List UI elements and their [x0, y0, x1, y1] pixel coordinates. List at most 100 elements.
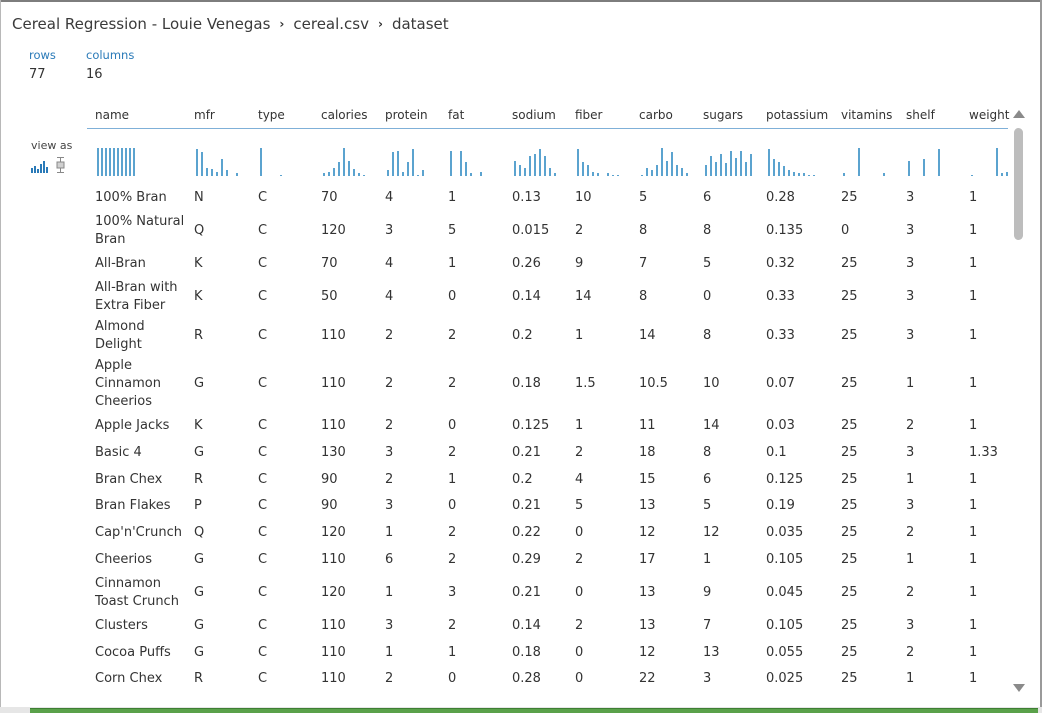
histogram-bar [125, 148, 127, 176]
table-cell: 18 [639, 445, 656, 460]
histogram-bar [211, 169, 213, 176]
table-cell: 25 [841, 472, 858, 487]
table-cell: 25 [841, 671, 858, 686]
column-histogram-6[interactable] [514, 146, 564, 176]
column-header-4[interactable]: protein [385, 108, 428, 122]
table-cell: 8 [703, 223, 712, 238]
table-cell: 120 [321, 223, 346, 238]
table-cell: 120 [321, 525, 346, 540]
column-histogram-5[interactable] [450, 146, 500, 176]
column-header-10[interactable]: potassium [766, 108, 829, 122]
row-name-cell: All-Bran with Extra Fiber [95, 280, 178, 313]
window-top-border [0, 0, 1042, 2]
column-header-7[interactable]: fiber [575, 108, 603, 122]
scroll-up-arrow-icon[interactable] [1013, 110, 1025, 118]
histogram-bar [715, 162, 717, 176]
histogram-view-icon[interactable] [31, 158, 50, 177]
table-cell: 3 [385, 445, 394, 460]
column-header-0[interactable]: name [95, 108, 130, 122]
histogram-bar [676, 165, 678, 176]
table-cell: 1 [969, 418, 978, 433]
table-cell: 2 [575, 618, 584, 633]
table-cell: C [258, 671, 268, 686]
column-header-3[interactable]: calories [321, 108, 368, 122]
histogram-bar [577, 149, 579, 176]
table-cell: 4 [385, 256, 394, 271]
histogram-bar [392, 152, 394, 176]
table-cell: G [194, 376, 205, 391]
column-histogram-11[interactable] [843, 146, 893, 176]
table-cell: G [194, 618, 205, 633]
table-cell: 0 [448, 418, 457, 433]
table-cell: 110 [321, 645, 346, 660]
histogram-bar [646, 168, 648, 176]
histogram-bar [514, 161, 516, 176]
histogram-bar [938, 149, 940, 176]
column-histogram-1[interactable] [196, 146, 246, 176]
scrollbar-thumb[interactable] [1014, 128, 1023, 240]
table-cell: 2 [448, 445, 457, 460]
table-cell: 12 [703, 525, 720, 540]
table-cell: P [194, 498, 202, 513]
column-header-8[interactable]: carbo [639, 108, 673, 122]
table-cell: 13 [639, 585, 656, 600]
column-header-5[interactable]: fat [448, 108, 465, 122]
row-name-cell: Corn Chex [95, 671, 163, 686]
table-cell: R [194, 472, 204, 487]
table-cell: C [258, 585, 268, 600]
table-cell: G [194, 645, 205, 660]
table-cell: 2 [448, 618, 457, 633]
histogram-bar [280, 175, 282, 176]
histogram-bar [358, 173, 360, 176]
table-cell: 1 [448, 256, 457, 271]
column-histogram-9[interactable] [705, 146, 755, 176]
column-header-11[interactable]: vitamins [841, 108, 893, 122]
column-header-13[interactable]: weight [969, 108, 1010, 122]
scroll-down-arrow-icon[interactable] [1013, 684, 1025, 692]
table-cell: 0.105 [766, 618, 804, 633]
histogram-bar [101, 148, 103, 176]
table-cell: 25 [841, 498, 858, 513]
histogram-bar [745, 162, 747, 176]
column-histogram-4[interactable] [387, 146, 437, 176]
column-histogram-3[interactable] [323, 146, 373, 176]
column-histogram-8[interactable] [641, 146, 691, 176]
boxplot-view-icon[interactable] [56, 157, 65, 177]
column-histogram-10[interactable] [768, 146, 818, 176]
table-cell: 1.5 [575, 376, 596, 391]
view-as-label: view as [31, 139, 73, 152]
histogram-bar [730, 151, 732, 176]
column-histogram-0[interactable] [97, 146, 147, 176]
table-cell: 1 [703, 552, 712, 567]
table-cell: 25 [841, 618, 858, 633]
column-header-6[interactable]: sodium [512, 108, 556, 122]
table-cell: 25 [841, 190, 858, 205]
column-histogram-13[interactable] [971, 146, 1011, 176]
table-cell: 90 [321, 498, 338, 513]
table-cell: 2 [448, 525, 457, 540]
table-cell: 2 [575, 445, 584, 460]
column-histogram-7[interactable] [577, 146, 627, 176]
table-cell: C [258, 223, 268, 238]
histogram-bar [587, 165, 589, 176]
column-histogram-12[interactable] [908, 146, 958, 176]
histogram-bar [397, 151, 399, 176]
histogram-bar [226, 170, 228, 176]
table-cell: Q [194, 525, 205, 540]
column-histogram-2[interactable] [260, 146, 310, 176]
column-header-12[interactable]: shelf [906, 108, 935, 122]
column-header-9[interactable]: sugars [703, 108, 744, 122]
histogram-bar [387, 170, 389, 176]
table-cell: 0 [703, 289, 712, 304]
column-header-2[interactable]: type [258, 108, 285, 122]
histogram-bar [363, 175, 365, 176]
table-cell: 3 [703, 671, 712, 686]
column-header-1[interactable]: mfr [194, 108, 215, 122]
breadcrumb-dataset-file[interactable]: cereal.csv [293, 15, 369, 33]
histogram-bar [592, 172, 594, 176]
table-cell: 1 [969, 585, 978, 600]
table-cell: 25 [841, 645, 858, 660]
histogram-bar [803, 173, 805, 176]
breadcrumb-experiment[interactable]: Cereal Regression - Louie Venegas [12, 15, 271, 33]
table-cell: G [194, 445, 205, 460]
